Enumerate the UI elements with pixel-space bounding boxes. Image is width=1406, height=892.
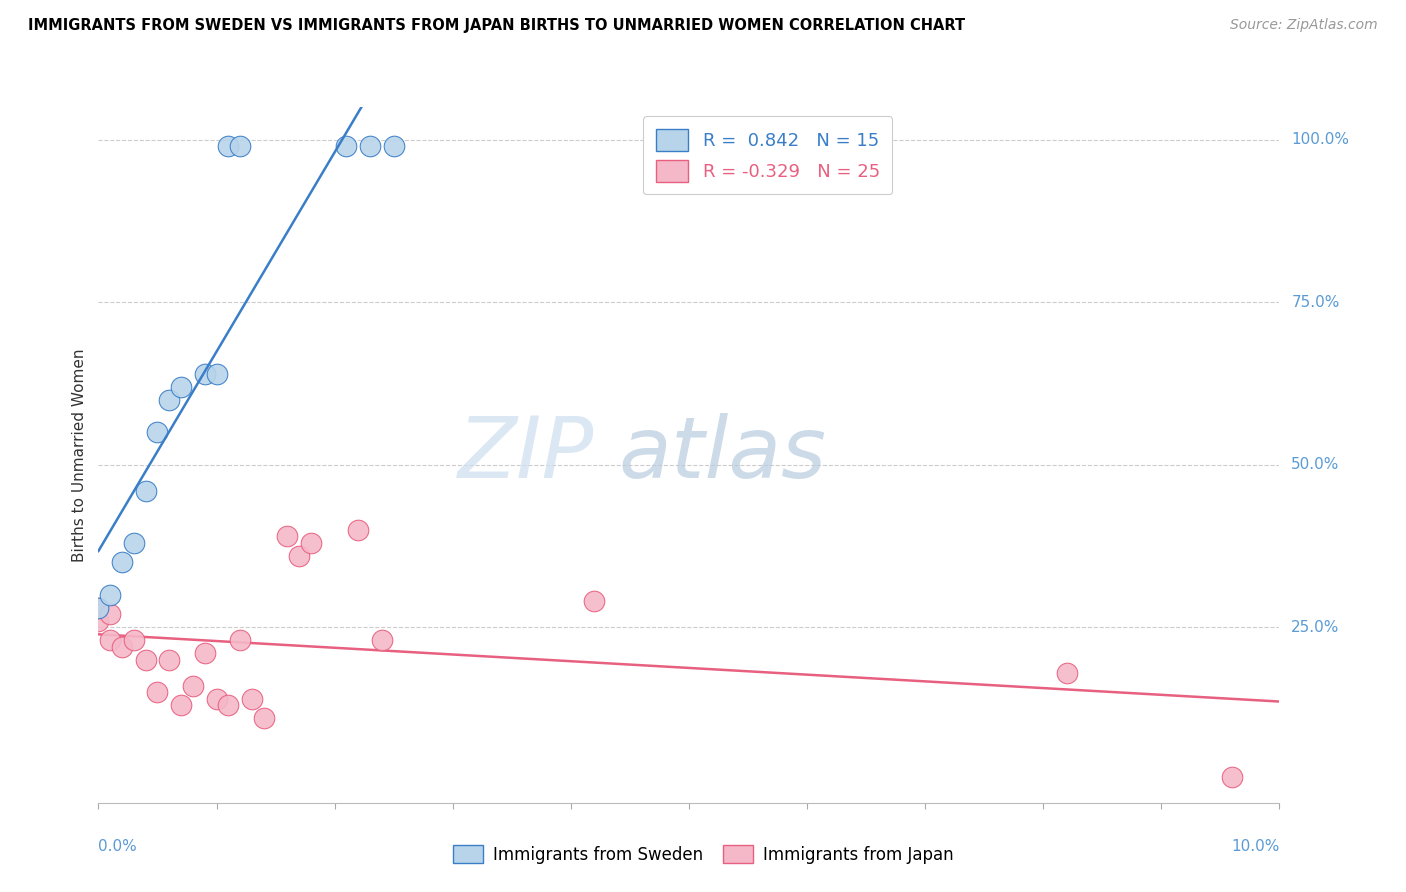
Y-axis label: Births to Unmarried Women: Births to Unmarried Women	[72, 348, 87, 562]
Point	[111, 640, 134, 654]
Text: atlas: atlas	[619, 413, 827, 497]
Text: 75.0%: 75.0%	[1291, 294, 1340, 310]
Point	[87, 600, 110, 615]
Point	[253, 711, 276, 725]
Point	[1056, 665, 1078, 680]
Point	[146, 685, 169, 699]
Point	[359, 139, 381, 153]
Point	[157, 653, 180, 667]
Point	[146, 425, 169, 439]
Point	[98, 607, 121, 622]
Point	[181, 679, 204, 693]
Point	[583, 594, 606, 608]
Point	[205, 367, 228, 381]
Point	[122, 535, 145, 549]
Text: 100.0%: 100.0%	[1291, 132, 1350, 147]
Legend: Immigrants from Sweden, Immigrants from Japan: Immigrants from Sweden, Immigrants from …	[446, 838, 960, 871]
Point	[299, 535, 322, 549]
Point	[288, 549, 311, 563]
Point	[87, 600, 110, 615]
Point	[276, 529, 298, 543]
Point	[98, 633, 121, 648]
Text: 25.0%: 25.0%	[1291, 620, 1340, 635]
Point	[170, 698, 193, 713]
Text: 0.0%: 0.0%	[98, 838, 138, 854]
Point	[205, 691, 228, 706]
Point	[217, 139, 239, 153]
Point	[157, 392, 180, 407]
Point	[335, 139, 357, 153]
Point	[229, 633, 252, 648]
Point	[135, 653, 157, 667]
Point	[240, 691, 263, 706]
Point	[229, 139, 252, 153]
Point	[217, 698, 239, 713]
Legend: R =  0.842   N = 15, R = -0.329   N = 25: R = 0.842 N = 15, R = -0.329 N = 25	[643, 116, 893, 194]
Point	[98, 588, 121, 602]
Point	[371, 633, 394, 648]
Point	[111, 555, 134, 569]
Point	[382, 139, 405, 153]
Point	[170, 379, 193, 393]
Text: Source: ZipAtlas.com: Source: ZipAtlas.com	[1230, 18, 1378, 32]
Point	[1220, 770, 1243, 784]
Point	[87, 614, 110, 628]
Point	[194, 646, 217, 660]
Point	[347, 523, 370, 537]
Text: 50.0%: 50.0%	[1291, 458, 1340, 472]
Text: ZIP: ZIP	[458, 413, 595, 497]
Point	[135, 483, 157, 498]
Point	[122, 633, 145, 648]
Text: IMMIGRANTS FROM SWEDEN VS IMMIGRANTS FROM JAPAN BIRTHS TO UNMARRIED WOMEN CORREL: IMMIGRANTS FROM SWEDEN VS IMMIGRANTS FRO…	[28, 18, 966, 33]
Point	[194, 367, 217, 381]
Text: 10.0%: 10.0%	[1232, 838, 1279, 854]
